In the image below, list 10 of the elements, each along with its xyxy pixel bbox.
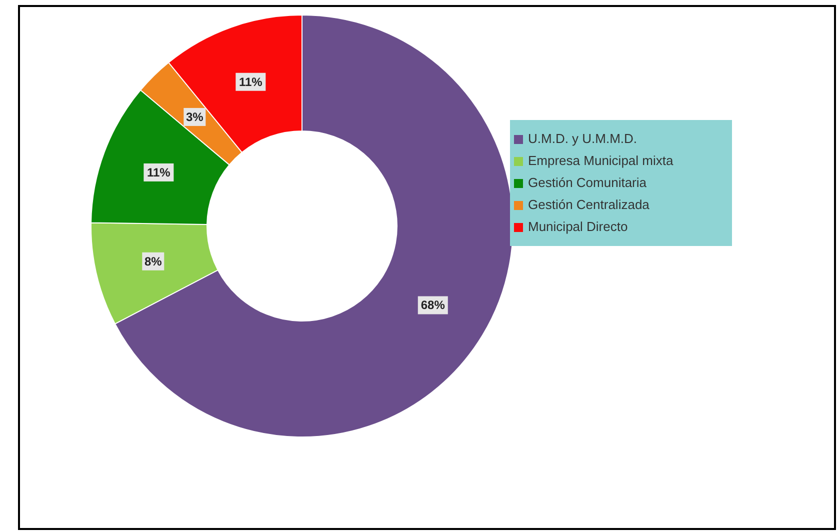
- legend-label: Gestión Centralizada: [528, 196, 650, 214]
- data-label: 11%: [238, 74, 263, 89]
- data-label: 11%: [147, 165, 171, 180]
- legend-label: Municipal Directo: [528, 218, 628, 236]
- data-label: 8%: [144, 254, 162, 268]
- data-label: 68%: [420, 298, 446, 312]
- data-label: 3%: [186, 110, 204, 124]
- legend-label: Empresa Municipal mixta: [528, 152, 674, 170]
- legend-label: U.M.D. y U.M.M.D.: [528, 130, 638, 148]
- legend-label: Gestión Comunitaria: [528, 174, 646, 192]
